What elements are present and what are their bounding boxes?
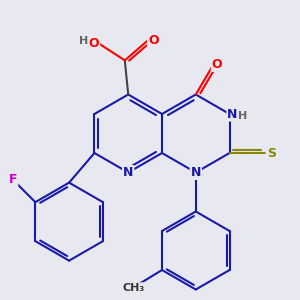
Text: O: O [88,37,99,50]
Text: O: O [148,34,158,47]
Text: N: N [227,107,238,121]
Text: S: S [267,146,276,160]
Text: CH₃: CH₃ [123,283,145,293]
Text: O: O [212,58,222,71]
Text: H: H [238,110,248,121]
Text: N: N [123,166,134,179]
Text: N: N [190,166,201,179]
Text: F: F [9,173,17,186]
Text: H: H [79,36,88,46]
